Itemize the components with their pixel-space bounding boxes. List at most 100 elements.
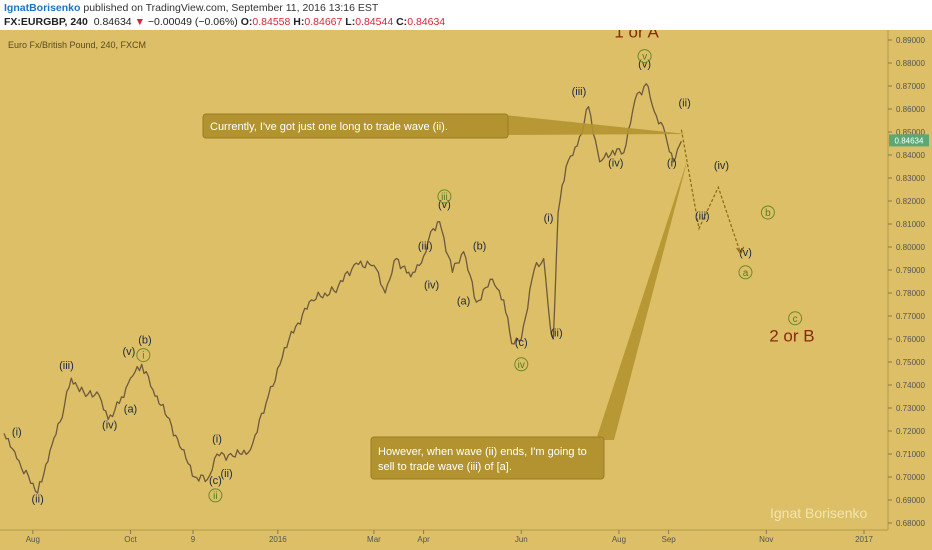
x-tick-label: Oct bbox=[124, 535, 137, 544]
wave-label: (ii) bbox=[220, 468, 232, 480]
published-text: published on TradingView.com, September … bbox=[83, 2, 379, 14]
wave-label: (iii) bbox=[418, 240, 433, 252]
x-tick-label: Aug bbox=[26, 535, 40, 544]
high-value: 0.84667 bbox=[304, 16, 343, 28]
projection-arrow-icon bbox=[736, 246, 745, 256]
wave-label: (i) bbox=[212, 434, 222, 446]
wave-label: (b) bbox=[138, 335, 151, 347]
wave-label: (b) bbox=[473, 240, 486, 252]
circle-wave-label: c bbox=[793, 314, 798, 325]
open-label: O: bbox=[240, 16, 253, 28]
circle-wave-label: ii bbox=[213, 491, 217, 502]
major-wave-label: 2 or B bbox=[769, 326, 814, 345]
x-tick-label: Nov bbox=[759, 535, 773, 544]
wave-label: (ii) bbox=[550, 328, 562, 340]
last-price: 0.84634 bbox=[93, 16, 132, 28]
y-tick-label: 0.85000 bbox=[896, 128, 925, 137]
symbol-label: FX:EURGBP, 240 bbox=[4, 16, 88, 28]
callout-text: However, when wave (ii) ends, I'm going … bbox=[378, 446, 587, 458]
wave-label: (i) bbox=[12, 427, 22, 439]
y-tick-label: 0.74000 bbox=[896, 381, 925, 390]
wave-label: (i) bbox=[544, 213, 554, 225]
callout-text: sell to trade wave (iii) of [a]. bbox=[378, 461, 512, 473]
circle-wave-marker bbox=[788, 311, 803, 326]
circle-wave-label: i bbox=[142, 351, 144, 362]
price-series-line bbox=[3, 83, 682, 494]
wave-label: (ii) bbox=[32, 493, 44, 505]
watermark: Ignat Borisenko bbox=[770, 505, 867, 521]
projection-line bbox=[680, 129, 742, 255]
y-tick-label: 0.71000 bbox=[896, 450, 925, 459]
price-tag-box bbox=[889, 134, 929, 147]
y-tick-label: 0.87000 bbox=[896, 82, 925, 91]
close-label: C: bbox=[396, 16, 408, 28]
wave-label: (v) bbox=[123, 346, 136, 358]
y-tick-label: 0.84000 bbox=[896, 151, 925, 160]
quote-line: FX:EURGBP, 240 0.84634 ▼ −0.00049 (−0.06… bbox=[4, 16, 445, 28]
wave-annotations: (i)(ii)(iii)(iv)(a)(v)(b)(i)(ii)(c)(iii)… bbox=[12, 59, 752, 506]
circle-wave-label: v bbox=[642, 52, 647, 63]
price-tag: 0.84634 bbox=[889, 134, 929, 147]
y-tick-label: 0.86000 bbox=[896, 105, 925, 114]
y-tick-label: 0.72000 bbox=[896, 427, 925, 436]
x-axis: Aug Oct 9 2016 Mar Apr Jun Aug Sep Nov 2017 bbox=[26, 530, 873, 544]
x-tick-label: Sep bbox=[661, 535, 676, 544]
callout-pointer bbox=[505, 115, 686, 135]
y-tick-label: 0.80000 bbox=[896, 243, 925, 252]
y-tick-label: 0.77000 bbox=[896, 312, 925, 321]
circle-wave-label: a bbox=[743, 268, 749, 279]
wave-label: (a) bbox=[124, 404, 137, 416]
chart-title: Euro Fx/British Pound, 240, FXCM bbox=[8, 40, 146, 50]
wave-label: (i) bbox=[667, 158, 677, 170]
wave-label: (iv) bbox=[102, 420, 117, 432]
callout-text: Currently, I've got just one long to tra… bbox=[210, 121, 448, 133]
circle-wave-label: b bbox=[765, 208, 771, 219]
x-tick-label: Apr bbox=[417, 535, 430, 544]
price-change: −0.00049 (−0.06%) bbox=[147, 16, 238, 28]
y-tick-label: 0.78000 bbox=[896, 289, 925, 298]
circle-wave-marker bbox=[208, 488, 223, 503]
circle-wave-marker bbox=[738, 265, 753, 280]
circle-wave-label: iv bbox=[518, 360, 525, 371]
high-label: H: bbox=[293, 16, 305, 28]
y-tick-label: 0.69000 bbox=[896, 496, 925, 505]
open-value: 0.84558 bbox=[252, 16, 291, 28]
x-tick-label: Mar bbox=[367, 535, 381, 544]
wave-label: (iv) bbox=[714, 160, 729, 172]
y-tick-label: 0.76000 bbox=[896, 335, 925, 344]
x-tick-label: Jun bbox=[515, 535, 528, 544]
price-tag-text: 0.84634 bbox=[895, 136, 924, 145]
callouts: Currently, I've got just one long to tra… bbox=[202, 113, 688, 480]
y-tick-label: 0.81000 bbox=[896, 220, 925, 229]
x-tick-label: 2016 bbox=[269, 535, 287, 544]
down-triangle-icon: ▼ bbox=[134, 16, 145, 28]
y-axis: 0.89000 0.88000 0.87000 0.86000 0.85000 0.840… bbox=[888, 36, 925, 528]
circle-wave-label: iii bbox=[441, 192, 448, 203]
y-tick-label: 0.79000 bbox=[896, 266, 925, 275]
low-value: 0.84544 bbox=[355, 16, 394, 28]
wave-label: (ii) bbox=[679, 98, 691, 110]
y-tick-label: 0.68000 bbox=[896, 519, 925, 528]
circle-wave-marker bbox=[760, 205, 775, 220]
y-tick-label: 0.73000 bbox=[896, 404, 925, 413]
wave-label: (iii) bbox=[59, 360, 74, 372]
wave-label: (a) bbox=[457, 296, 470, 308]
x-tick-label: 9 bbox=[191, 535, 196, 544]
callout-box bbox=[202, 113, 509, 139]
price-chart[interactable]: Euro Fx/British Pound, 240, FXCM 0.89000… bbox=[0, 30, 932, 550]
y-tick-label: 0.70000 bbox=[896, 473, 925, 482]
publication-line: IgnatBorisenko published on TradingView.… bbox=[4, 2, 378, 14]
major-wave-labels: 1 or A 2 or B bbox=[614, 30, 814, 345]
x-tick-label: Aug bbox=[612, 535, 626, 544]
author-link[interactable]: IgnatBorisenko bbox=[4, 2, 81, 14]
circle-wave-marker bbox=[136, 348, 151, 363]
callout-box bbox=[370, 436, 605, 480]
wave-label: (c) bbox=[515, 337, 528, 349]
wave-label: (iii) bbox=[695, 210, 710, 222]
close-value: 0.84634 bbox=[407, 16, 446, 28]
wave-label: (iv) bbox=[424, 279, 439, 291]
wave-label: (iv) bbox=[608, 158, 623, 170]
x-tick-label: 2017 bbox=[855, 535, 873, 544]
y-tick-label: 0.82000 bbox=[896, 197, 925, 206]
